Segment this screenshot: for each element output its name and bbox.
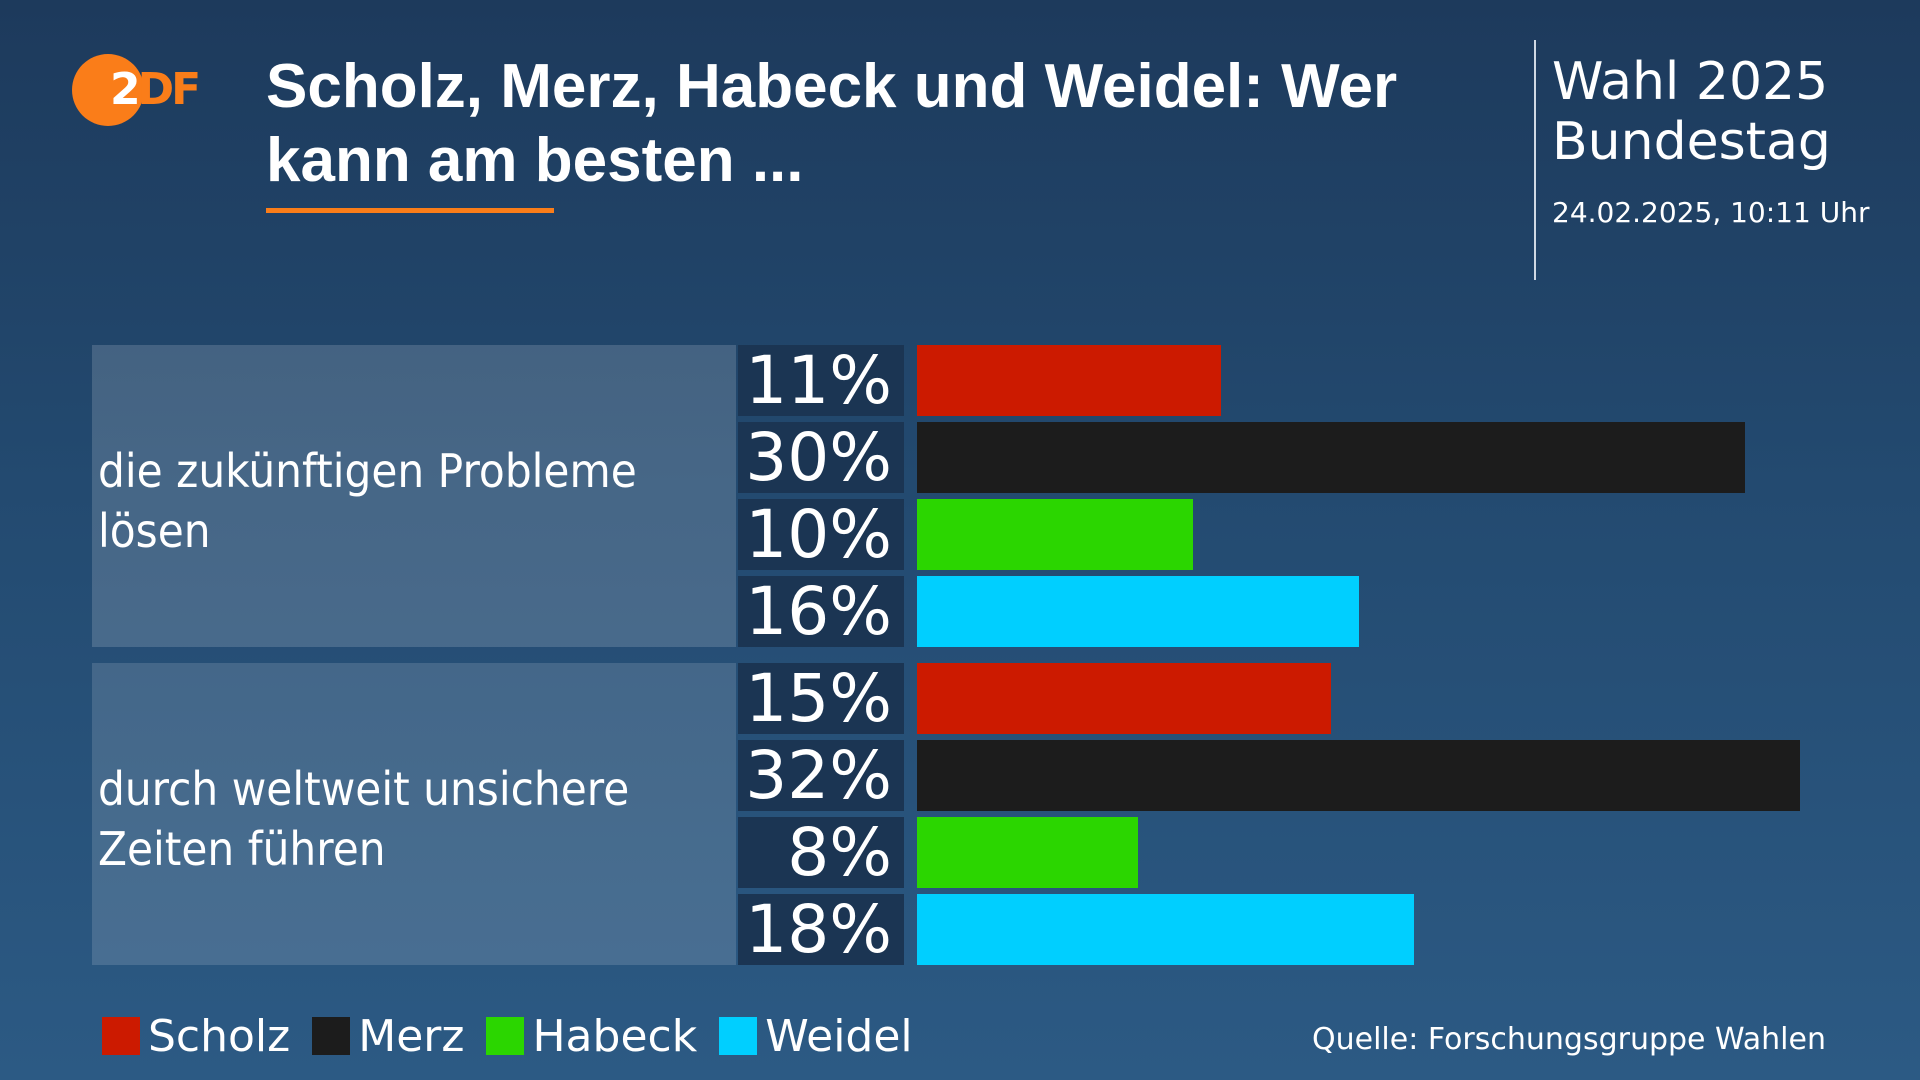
data-label: 30% [738,422,904,493]
legend-label: Habeck [532,1010,698,1062]
legend-item-scholz: Scholz [102,1011,290,1062]
category-label: durch weltweit unsichere Zeiten führen [98,762,630,876]
legend-swatch [312,1017,351,1055]
legend-swatch [486,1017,525,1055]
logo-suffix: DF [137,64,202,115]
data-label: 18% [738,894,904,965]
bar-weidel [917,576,1359,647]
legend-item-merz: Merz [312,1011,464,1062]
legend-swatch [102,1017,140,1055]
election-label: Wahl 2025 Bundestag [1552,52,1831,172]
category-label: die zukünftigen Probleme lösen [98,444,637,558]
data-label: 11% [738,345,904,416]
logo-wordmark: 2DF [110,64,202,116]
bar-scholz [917,663,1331,734]
legend-item-habeck: Habeck [486,1011,697,1062]
header-divider [1534,40,1536,280]
bar-scholz [917,345,1221,416]
logo-prefix: 2 [110,64,141,115]
bar-habeck [917,817,1138,888]
legend-label: Scholz [148,1010,291,1062]
logo-circle [72,54,144,126]
data-label: 16% [738,576,904,647]
category-panel: durch weltweit unsichere Zeiten führen [92,663,736,965]
chart-legend: Scholz Merz Habeck Weidel [102,1006,935,1066]
election-line1: Wahl 2025 [1552,52,1829,112]
bar-merz [917,740,1800,811]
bar-weidel [917,894,1414,965]
bar-habeck [917,499,1193,570]
data-label: 15% [738,663,904,734]
legend-swatch [719,1017,758,1055]
election-line2: Bundestag [1552,112,1831,172]
legend-label: Merz [358,1010,465,1062]
data-label: 32% [738,740,904,811]
bar-merz [917,422,1745,493]
timestamp: 24.02.2025, 10:11 Uhr [1552,196,1870,229]
source-label: Quelle: Forschungsgruppe Wahlen [1312,1022,1826,1057]
legend-item-weidel: Weidel [719,1010,913,1062]
legend-label: Weidel [765,1010,913,1062]
category-panel: die zukünftigen Probleme lösen [92,345,736,647]
data-label: 10% [738,499,904,570]
title-underline [266,208,554,213]
page-title: Scholz, Merz, Habeck und Weidel: Wer kan… [266,52,1398,195]
data-label: 8% [738,817,904,888]
zdf-logo: 2DF [72,52,202,126]
